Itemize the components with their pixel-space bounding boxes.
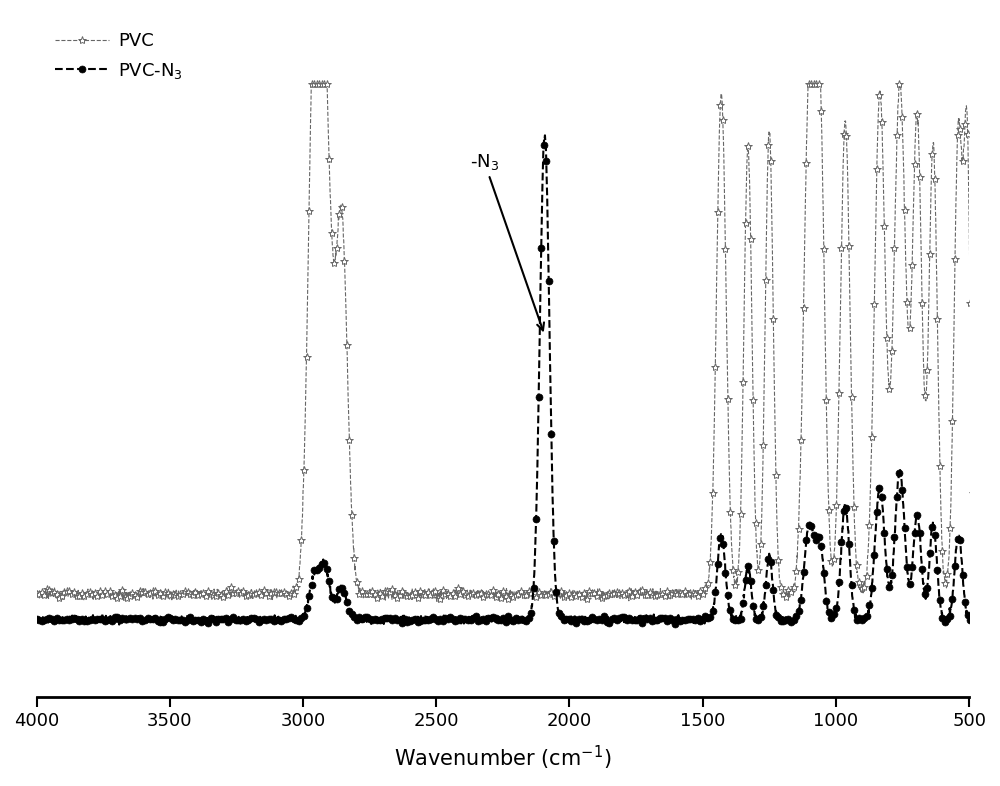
Line: PVC: PVC [32,80,987,605]
PVC [958,131,970,141]
PVC-N$_3$ [958,590,970,600]
PVC [857,586,869,596]
PVC-N$_3$ [195,614,207,623]
PVC [195,590,207,599]
PVC-N$_3$ [31,614,43,623]
PVC-N$_3$ [857,612,869,622]
PVC-N$_3$ [539,130,551,140]
PVC [306,79,318,89]
PVC [435,587,447,597]
PVC [138,588,150,597]
PVC [976,592,988,601]
Legend: PVC, PVC-N$_3$: PVC, PVC-N$_3$ [46,23,192,90]
PVC-N$_3$ [113,620,125,630]
PVC-N$_3$ [976,615,988,624]
Text: -N$_3$: -N$_3$ [470,152,544,330]
PVC-N$_3$ [435,615,447,624]
PVC [623,596,635,605]
PVC [31,590,43,599]
X-axis label: Wavenumber (cm$^{-1}$): Wavenumber (cm$^{-1}$) [394,744,612,772]
PVC [394,593,406,602]
Line: PVC-N$_3$: PVC-N$_3$ [33,132,986,628]
PVC-N$_3$ [394,618,406,627]
PVC-N$_3$ [139,615,151,625]
